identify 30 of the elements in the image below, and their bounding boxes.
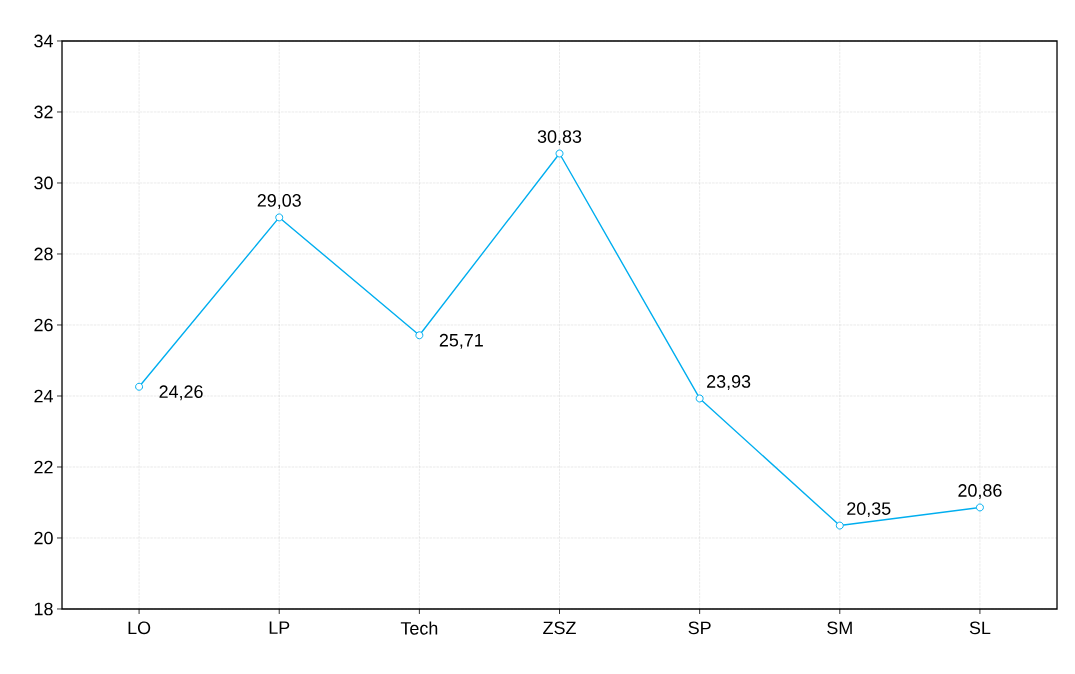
point <box>415 331 424 340</box>
point <box>835 521 844 530</box>
point <box>975 503 984 512</box>
point <box>135 382 144 391</box>
x-tick-label: ZSZ <box>543 621 576 635</box>
data-label: 29,03 <box>257 194 301 209</box>
data-label: 24,26 <box>159 385 203 401</box>
x-tick-label: SP <box>688 621 711 635</box>
point <box>695 394 704 403</box>
x-tick-label: Tech <box>400 621 438 635</box>
y-tick-label: 24 <box>34 389 53 403</box>
data-label: 30,83 <box>537 130 582 145</box>
y-tick-label: 30 <box>34 176 53 190</box>
x-tick-label: LO <box>128 621 151 635</box>
y-tick-label: 20 <box>34 531 53 545</box>
x-tick-label: SL <box>969 621 991 635</box>
point <box>555 149 564 158</box>
data-label: 20,86 <box>958 484 1002 499</box>
y-tick-label: 32 <box>34 105 53 119</box>
data-label: 25,71 <box>439 333 483 349</box>
x-tick-label: LP <box>269 621 290 634</box>
y-tick-label: 28 <box>34 247 53 261</box>
x-tick-label: SM <box>827 621 852 635</box>
y-tick-label: 26 <box>34 318 53 332</box>
y-tick-label: 18 <box>34 602 53 616</box>
data-label: 20,35 <box>847 502 891 518</box>
point <box>275 213 284 222</box>
data-label: 23,93 <box>707 375 751 390</box>
y-tick-label: 34 <box>34 34 53 48</box>
y-tick-label: 22 <box>34 460 53 474</box>
